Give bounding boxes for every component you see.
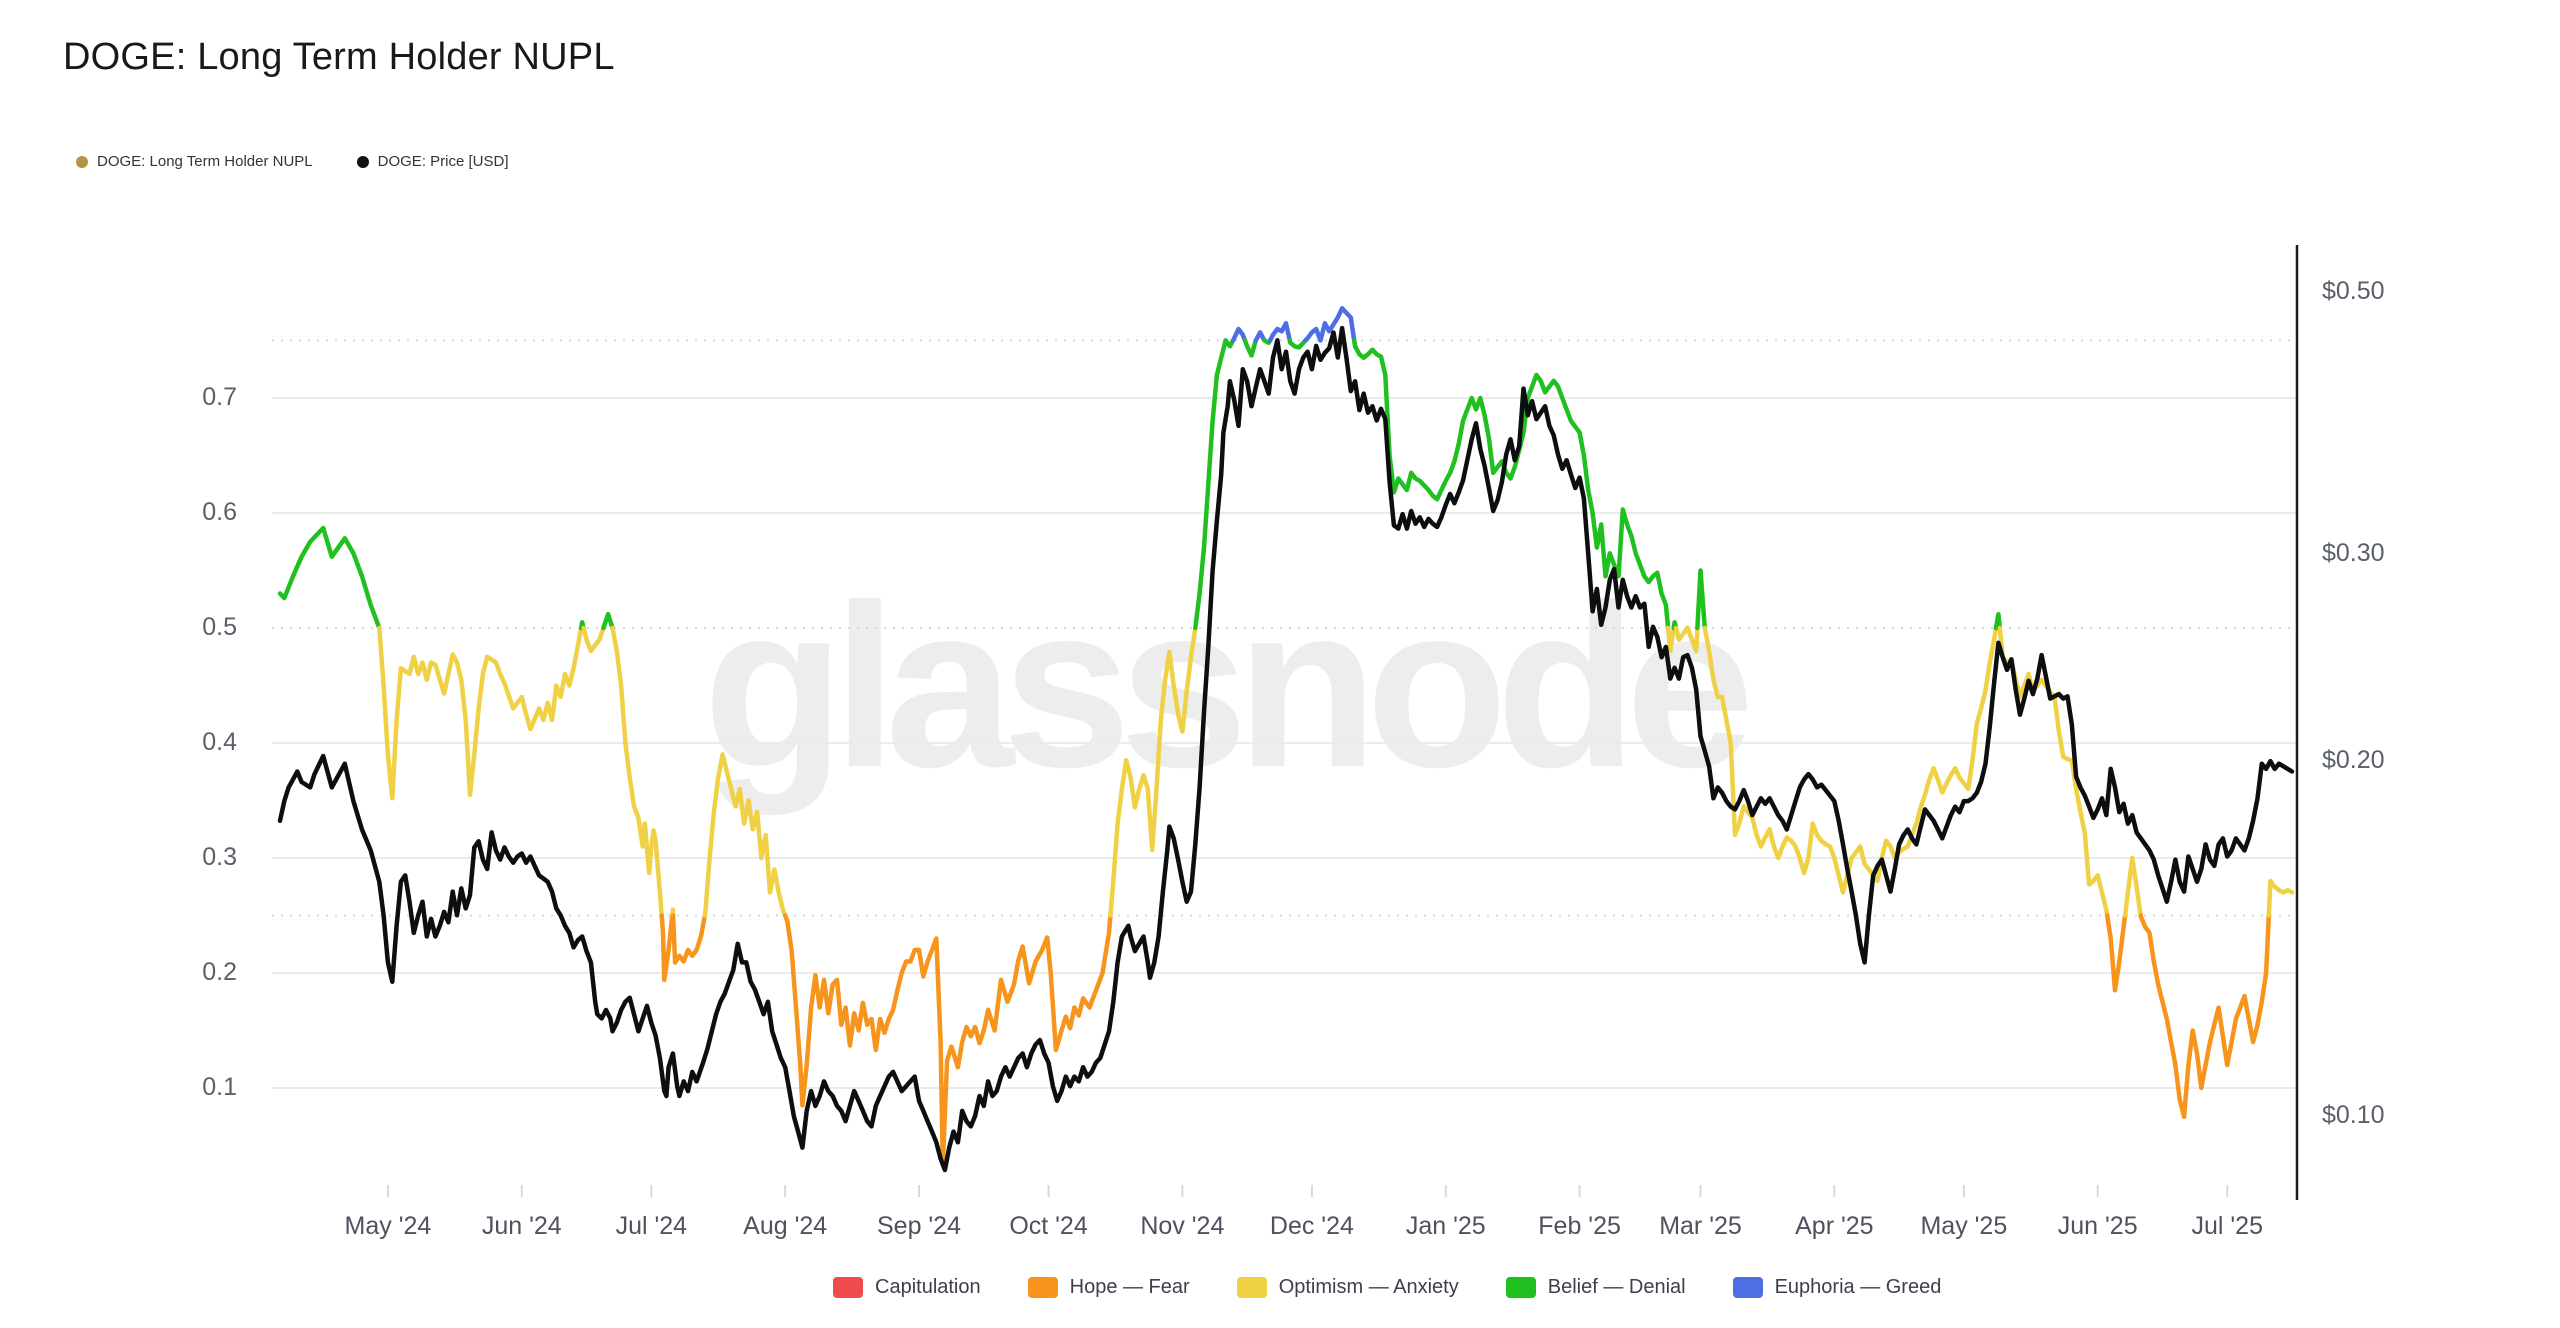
euphoria-greed-label: Euphoria — Greed	[1774, 1276, 1942, 1298]
y-right-tick-label: $0.20	[2322, 746, 2385, 775]
x-tick-label: Jul '24	[615, 1212, 688, 1240]
x-tick-label: Jul '25	[2191, 1212, 2263, 1240]
legend-item-capitulation[interactable]: Capitulation	[833, 1276, 981, 1299]
y-left-tick-label: 0.6	[202, 498, 237, 526]
x-tick-label: Mar '25	[1659, 1212, 1742, 1240]
nupl-series-dot-icon	[76, 155, 88, 168]
y-left-tick-label: 0.4	[202, 728, 237, 756]
y-right-tick-label: $0.10	[2322, 1101, 2385, 1130]
optimism-anxiety-label: Optimism — Anxiety	[1278, 1276, 1459, 1298]
legend-item-hope-fear[interactable]: Hope — Fear	[1027, 1276, 1190, 1299]
x-tick-label: Jun '25	[2057, 1212, 2138, 1240]
y-left-tick-label: 0.7	[202, 383, 237, 411]
capitulation-label: Capitulation	[875, 1276, 981, 1298]
legend-item-belief-denial[interactable]: Belief — Denial	[1505, 1276, 1686, 1299]
y-left-tick-label: 0.2	[202, 958, 237, 986]
x-tick-label: Nov '24	[1140, 1212, 1225, 1240]
y-left-tick-label: 0.1	[202, 1073, 237, 1101]
price-series-label: DOGE: Price [USD]	[377, 153, 509, 170]
euphoria-greed-swatch-icon	[1732, 1277, 1763, 1298]
x-tick-label: May '24	[344, 1212, 432, 1240]
x-tick-label: Oct '24	[1009, 1212, 1088, 1240]
x-tick-label: Jan '25	[1405, 1212, 1486, 1240]
x-tick-label: Feb '25	[1538, 1212, 1621, 1240]
sentiment-band-legend: Capitulation Hope — Fear Optimism — Anxiet…	[833, 1276, 1941, 1299]
x-tick-label: May '25	[1920, 1212, 2008, 1240]
hope-fear-swatch-icon	[1027, 1277, 1058, 1298]
top-legend-item-price-series[interactable]: DOGE: Price [USD]	[356, 153, 509, 170]
y-left-tick-label: 0.5	[202, 613, 237, 641]
hope-fear-label: Hope — Fear	[1069, 1276, 1190, 1298]
page-title: DOGE: Long Term Holder NUPL	[63, 36, 615, 78]
gridlines	[272, 397, 2297, 1089]
y-right-tick-label: $0.50	[2322, 277, 2385, 305]
belief-denial-swatch-icon	[1505, 1277, 1536, 1298]
x-tick-label: Dec '24	[1269, 1212, 1354, 1240]
y-right-tick-label: $0.30	[2322, 538, 2385, 567]
legend-item-euphoria-greed[interactable]: Euphoria — Greed	[1732, 1276, 1942, 1299]
nupl-line	[277, 306, 2295, 1168]
x-tick-label: Apr '25	[1795, 1212, 1874, 1240]
top-legend-item-nupl-series[interactable]: DOGE: Long Term Holder NUPL	[76, 153, 313, 170]
glassnode-watermark: glassnode	[703, 557, 1754, 816]
legend-item-optimism-anxiety[interactable]: Optimism — Anxiety	[1236, 1276, 1459, 1299]
threshold-dotted-lines	[272, 339, 2297, 917]
price-series-dot-icon	[356, 155, 369, 168]
optimism-anxiety-swatch-icon	[1236, 1277, 1267, 1298]
x-tick-label: Jun '24	[481, 1212, 562, 1240]
x-tick-label: Aug '24	[743, 1212, 828, 1240]
x-axis-ticks	[386, 1185, 2229, 1197]
belief-denial-label: Belief — Denial	[1547, 1276, 1686, 1298]
nupl-series-label: DOGE: Long Term Holder NUPL	[97, 153, 313, 170]
top-legend: DOGE: Long Term Holder NUPL DOGE: Price […	[76, 153, 509, 170]
price-line	[277, 325, 2295, 1173]
y-left-tick-label: 0.3	[202, 843, 237, 871]
capitulation-swatch-icon	[833, 1277, 863, 1298]
x-tick-label: Sep '24	[876, 1212, 961, 1240]
